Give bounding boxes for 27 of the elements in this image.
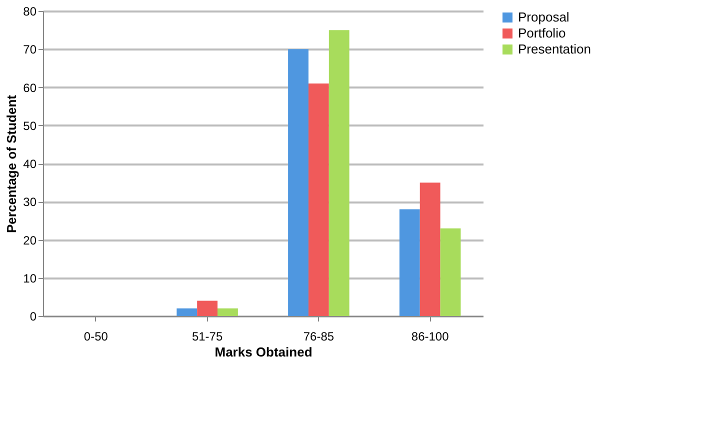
y-tick-label: 0 [30, 310, 37, 324]
bar [197, 300, 218, 316]
bar [399, 209, 420, 316]
x-tick-label: 51-75 [192, 330, 223, 344]
y-tick-label: 70 [23, 42, 37, 57]
y-tick-label: 20 [23, 233, 37, 248]
bar [218, 308, 238, 316]
legend-label: Presentation [518, 42, 591, 56]
legend-label: Proposal [518, 10, 570, 24]
y-tick-label: 50 [23, 118, 37, 133]
x-tick-label: 76-85 [303, 330, 334, 344]
x-tick-label: 0-50 [84, 330, 108, 344]
y-tick-label: 60 [23, 80, 37, 95]
x-tick-label: 86-100 [411, 330, 450, 344]
y-tick-label: 40 [23, 157, 37, 171]
legend-label: Portfolio [518, 26, 566, 40]
bar [176, 308, 198, 316]
y-tick-label: 80 [23, 4, 37, 18]
y-axis-title: Percentage of Student [4, 94, 20, 233]
bar [308, 83, 329, 316]
bar [328, 30, 350, 316]
y-tick-label: 30 [23, 195, 37, 210]
bar [288, 49, 308, 316]
x-axis-title: Marks Obtained [214, 344, 312, 360]
bar [440, 228, 461, 316]
bar [420, 182, 440, 316]
y-tick-label: 10 [23, 271, 37, 286]
